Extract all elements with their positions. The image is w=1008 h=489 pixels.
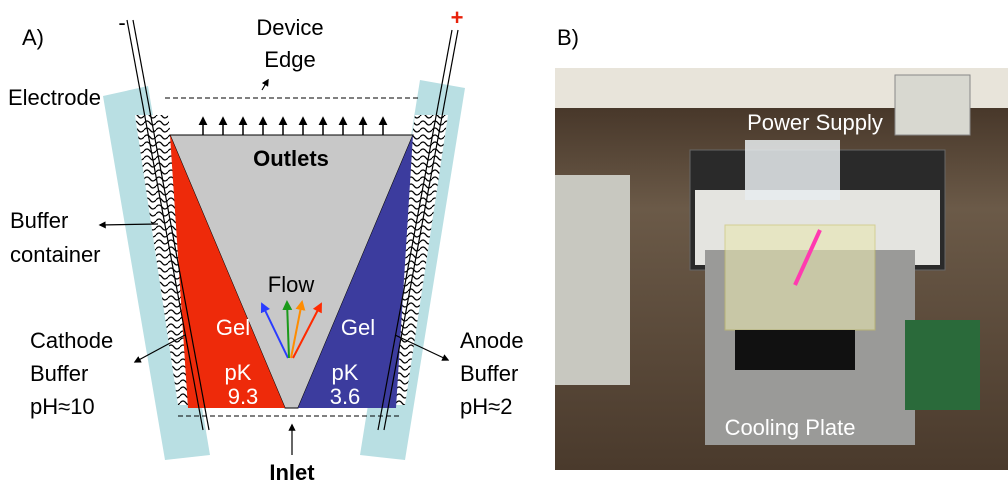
device-edge: Edge	[264, 47, 315, 72]
electrodes	[126, 19, 459, 431]
device-edge: Device	[256, 15, 323, 40]
cathode-buffer-label: pH≈10	[30, 394, 95, 419]
panel-b: B) Power Supply Cooling Plate	[555, 25, 1008, 470]
photo-instrument	[555, 175, 630, 385]
panel-label: B)	[557, 25, 579, 50]
pk-value: 3.6	[330, 384, 361, 409]
pipette-tips	[745, 140, 840, 200]
anode-buffer-label: Buffer	[460, 361, 518, 386]
cathode-sign: -	[118, 10, 125, 35]
anode-buffer-label: Anode	[460, 328, 524, 353]
gel-label: Gel	[216, 315, 250, 340]
flow-label: Flow	[268, 272, 315, 297]
panel-a: A)	[8, 5, 524, 485]
anode-buffer-label: pH≈2	[460, 394, 512, 419]
electrode-label: Electrode	[8, 85, 101, 110]
pk-value: 9.3	[228, 384, 259, 409]
outlets-label: Outlets	[253, 146, 329, 171]
sample-stream	[793, 229, 822, 286]
photo-device	[894, 74, 971, 136]
gel-left	[170, 135, 285, 408]
pointer-arrows	[98, 78, 450, 455]
gel-right	[298, 135, 413, 408]
inlet-label: Inlet	[269, 460, 315, 485]
pk-label: pK	[332, 360, 359, 385]
gel-label: Gel	[341, 315, 375, 340]
cathode-buffer-label: Buffer	[30, 361, 88, 386]
panel-label: A)	[22, 25, 44, 50]
buffer-container-label: Buffer	[10, 208, 68, 233]
flow-arrows	[260, 300, 322, 359]
cooling-plate-label: Cooling Plate	[725, 415, 856, 440]
pk-label: pK	[225, 360, 252, 385]
anode-sign: +	[451, 5, 464, 30]
device-base	[735, 330, 855, 370]
cathode-buffer-label: Cathode	[30, 328, 113, 353]
circuit-board	[905, 320, 980, 410]
power-supply-label: Power Supply	[747, 110, 883, 135]
outlet-arrows	[198, 116, 388, 135]
buffer-container-label: container	[10, 242, 101, 267]
